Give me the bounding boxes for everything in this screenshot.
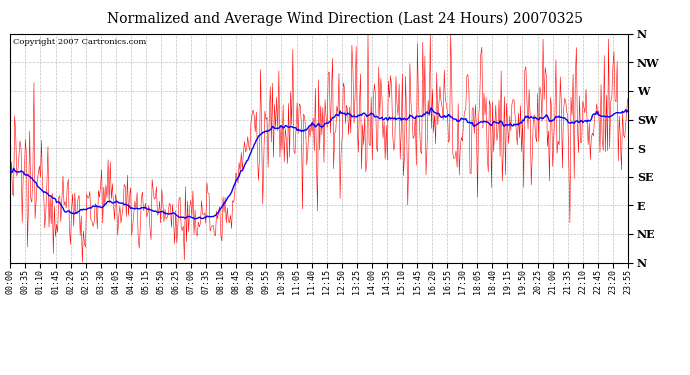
Text: Normalized and Average Wind Direction (Last 24 Hours) 20070325: Normalized and Average Wind Direction (L… (107, 11, 583, 26)
Text: Copyright 2007 Cartronics.com: Copyright 2007 Cartronics.com (13, 38, 147, 46)
